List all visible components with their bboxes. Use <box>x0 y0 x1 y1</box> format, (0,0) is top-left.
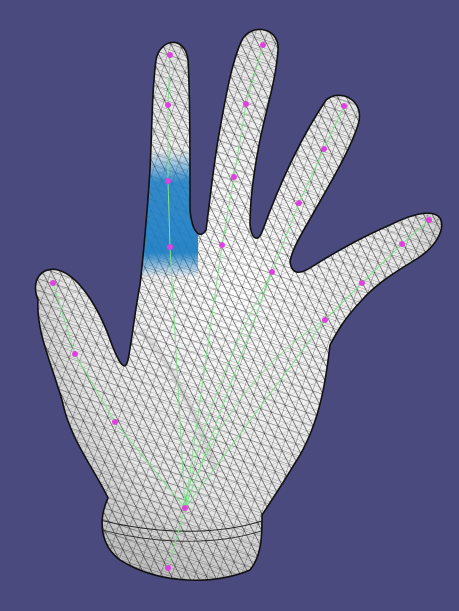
joint-pinky-3 <box>399 241 405 247</box>
joint-ring-tip <box>341 103 347 109</box>
joint-thumb-1 <box>112 419 118 425</box>
joint-pinky-tip <box>426 217 432 223</box>
joint-pinky-1 <box>322 317 328 323</box>
joint-middle-3 <box>243 101 249 107</box>
selection-highlight <box>136 150 198 278</box>
joint-index-tip <box>167 52 173 58</box>
joint-middle-2 <box>231 174 237 180</box>
joint-index-2 <box>165 178 171 184</box>
joint-pinky-2 <box>359 280 365 286</box>
joint-index-3 <box>165 102 171 108</box>
joint-thumb-tip <box>50 280 56 286</box>
joint-thumb-2 <box>72 351 78 357</box>
joint-root <box>182 505 188 511</box>
skeleton-joints[interactable] <box>50 42 432 571</box>
joint-middle-1 <box>219 242 225 248</box>
joint-ring-3 <box>321 146 327 152</box>
joint-wrist <box>165 565 171 571</box>
joint-middle-tip <box>260 42 266 48</box>
joint-ring-2 <box>296 200 302 206</box>
joint-ring-1 <box>269 269 275 275</box>
joint-index-1 <box>167 244 173 250</box>
